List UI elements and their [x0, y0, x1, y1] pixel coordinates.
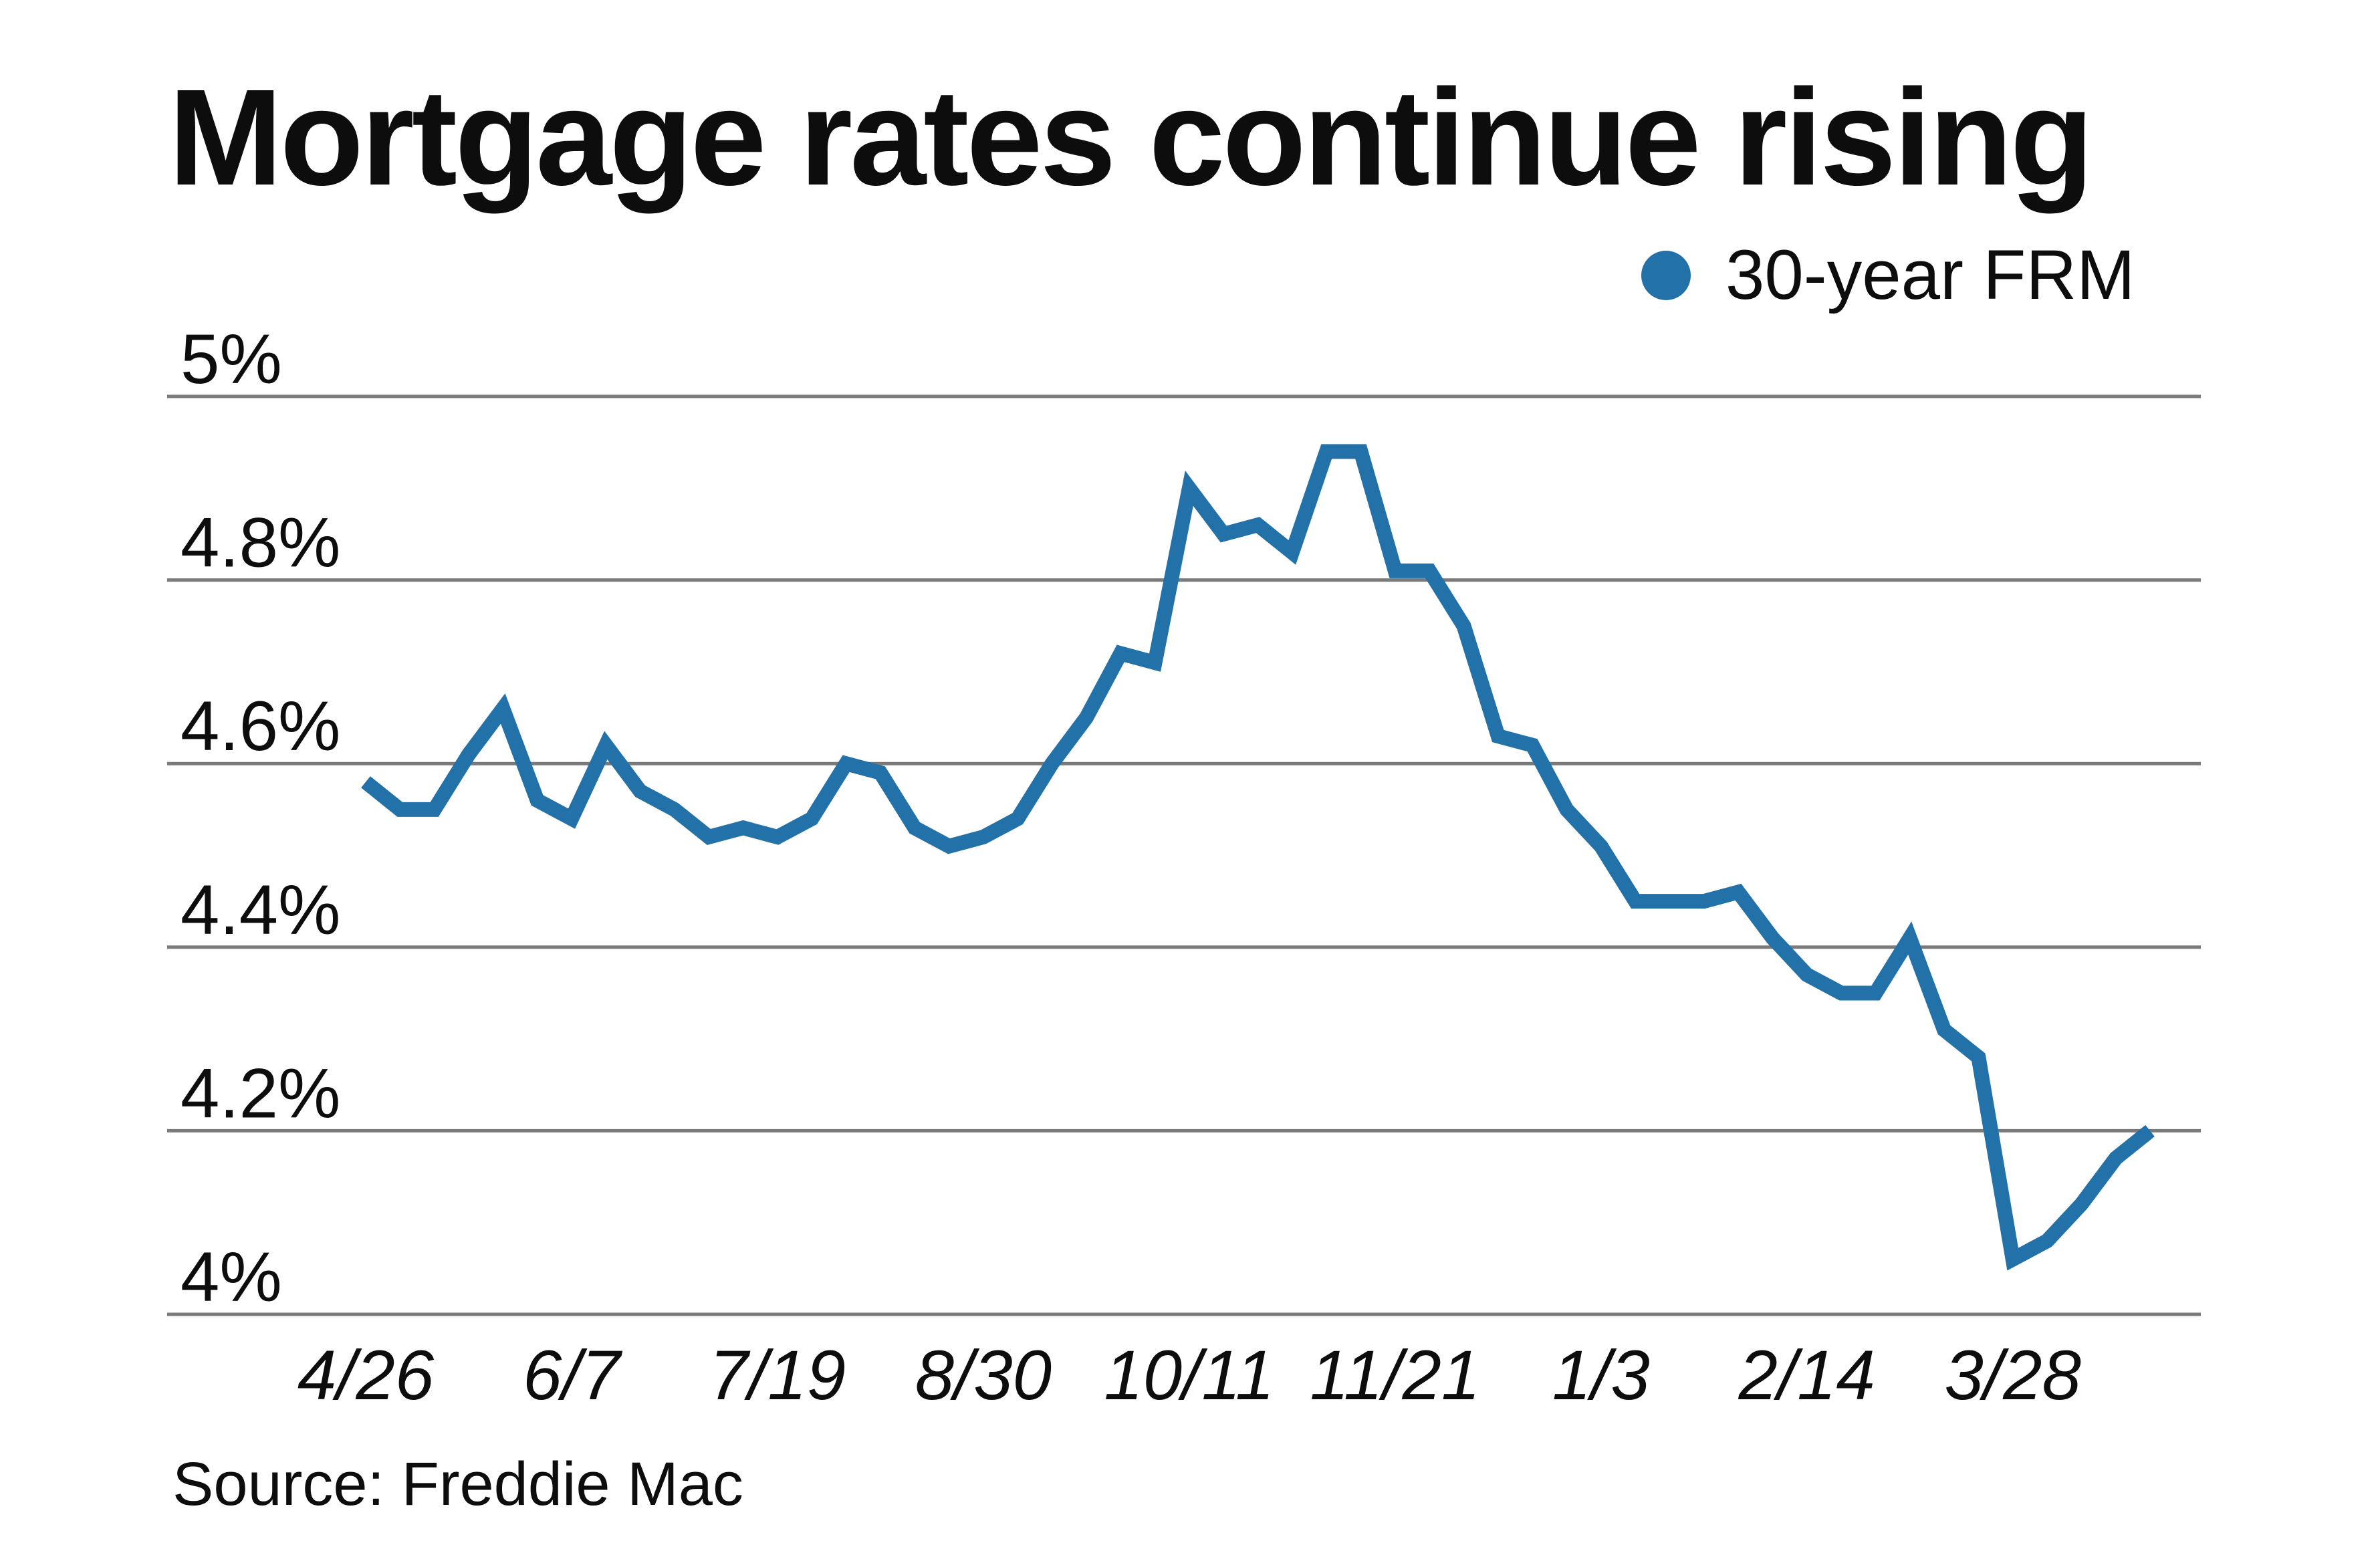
y-axis-tick-label: 4% — [181, 1238, 282, 1316]
x-axis-tick-label: 7/19 — [709, 1336, 846, 1415]
legend-label: 30-year FRM — [1726, 236, 2135, 314]
x-axis-tick-label: 6/7 — [523, 1336, 623, 1415]
frm-rate-line — [361, 444, 2155, 1271]
legend: 30-year FRM — [1641, 235, 2135, 316]
y-axis-tick-label: 4.2% — [181, 1054, 340, 1132]
x-axis-tick-label: 4/26 — [298, 1336, 435, 1415]
x-axis-tick-label: 8/30 — [915, 1336, 1052, 1415]
x-axis-tick-label: 2/14 — [1738, 1336, 1875, 1415]
legend-dot-icon — [1641, 251, 1691, 300]
y-axis-tick-label: 4.8% — [181, 504, 340, 582]
x-axis-tick-label: 3/28 — [1945, 1336, 2081, 1415]
chart-title: Mortgage rates continue rising — [168, 61, 2094, 214]
y-axis-tick-label: 4.6% — [181, 687, 340, 765]
y-axis-tick-label: 4.4% — [181, 871, 340, 949]
source-note: Source: Freddie Mac — [172, 1450, 743, 1518]
y-axis-tick-label: 5% — [181, 320, 282, 398]
x-axis-tick-label: 11/21 — [1310, 1336, 1480, 1415]
x-axis-tick-label: 10/11 — [1104, 1336, 1274, 1415]
x-axis-tick-label: 1/3 — [1552, 1336, 1650, 1415]
